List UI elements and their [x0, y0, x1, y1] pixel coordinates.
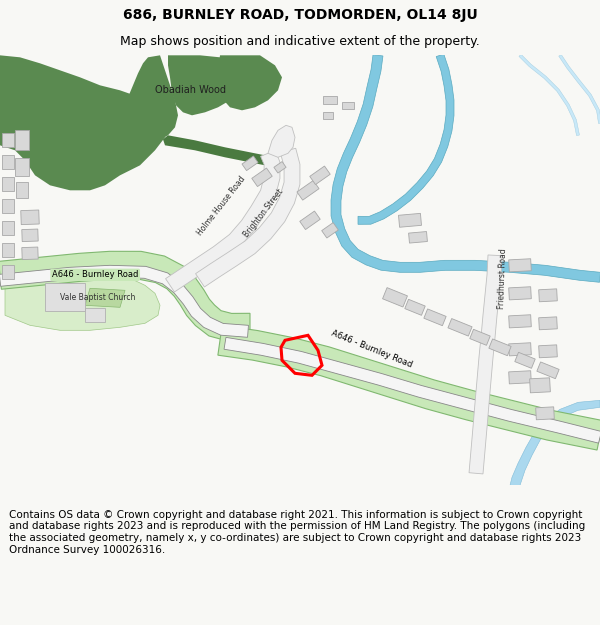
Text: Holme House Road: Holme House Road: [195, 174, 247, 238]
Polygon shape: [163, 135, 278, 168]
Polygon shape: [539, 345, 557, 358]
Polygon shape: [85, 288, 125, 308]
Polygon shape: [405, 299, 425, 316]
Polygon shape: [398, 213, 421, 228]
Polygon shape: [242, 156, 258, 171]
Polygon shape: [322, 222, 338, 238]
Text: Brighton Street: Brighton Street: [242, 188, 285, 239]
Polygon shape: [2, 265, 14, 279]
Polygon shape: [45, 283, 85, 311]
Text: 686, BURNLEY ROAD, TODMORDEN, OL14 8JU: 686, BURNLEY ROAD, TODMORDEN, OL14 8JU: [122, 8, 478, 22]
Polygon shape: [21, 210, 39, 224]
Polygon shape: [300, 211, 320, 229]
Polygon shape: [342, 102, 354, 109]
Polygon shape: [539, 289, 557, 302]
Polygon shape: [409, 231, 427, 243]
Polygon shape: [268, 125, 295, 158]
Polygon shape: [0, 251, 250, 341]
Text: Contains OS data © Crown copyright and database right 2021. This information is : Contains OS data © Crown copyright and d…: [9, 510, 585, 554]
Polygon shape: [22, 247, 38, 259]
Polygon shape: [125, 55, 178, 142]
Polygon shape: [559, 54, 600, 124]
Polygon shape: [515, 352, 535, 368]
Polygon shape: [470, 329, 490, 346]
Polygon shape: [2, 221, 14, 235]
Polygon shape: [218, 55, 282, 110]
Polygon shape: [85, 308, 105, 322]
Polygon shape: [5, 261, 160, 330]
Polygon shape: [166, 151, 280, 292]
Polygon shape: [358, 54, 454, 224]
Polygon shape: [2, 177, 14, 191]
Polygon shape: [2, 243, 14, 258]
Polygon shape: [168, 55, 240, 115]
Polygon shape: [323, 112, 333, 119]
Polygon shape: [489, 339, 511, 356]
Polygon shape: [310, 166, 330, 184]
Polygon shape: [536, 407, 554, 420]
Polygon shape: [539, 317, 557, 330]
Polygon shape: [15, 158, 29, 176]
Polygon shape: [2, 133, 14, 148]
Text: A646 - Burnley Road: A646 - Burnley Road: [52, 270, 139, 279]
Polygon shape: [224, 338, 600, 443]
Text: Obadiah Wood: Obadiah Wood: [155, 85, 226, 95]
Polygon shape: [323, 96, 337, 104]
Polygon shape: [510, 401, 600, 485]
Polygon shape: [509, 371, 531, 384]
Polygon shape: [448, 319, 472, 336]
Polygon shape: [530, 378, 550, 393]
Polygon shape: [383, 288, 407, 307]
Polygon shape: [2, 199, 14, 213]
Polygon shape: [519, 54, 580, 136]
Polygon shape: [297, 181, 319, 200]
Polygon shape: [22, 229, 38, 242]
Polygon shape: [509, 259, 531, 272]
Polygon shape: [16, 182, 28, 198]
Polygon shape: [509, 287, 531, 300]
Text: Friedhurst Road: Friedhurst Road: [497, 248, 508, 309]
Polygon shape: [537, 362, 559, 379]
Polygon shape: [274, 162, 286, 173]
Polygon shape: [0, 55, 170, 190]
Polygon shape: [196, 148, 300, 287]
Polygon shape: [424, 309, 446, 326]
Text: Vale Baptist Church: Vale Baptist Church: [60, 293, 136, 302]
Polygon shape: [331, 54, 600, 282]
Polygon shape: [509, 342, 531, 356]
Polygon shape: [509, 315, 531, 328]
Polygon shape: [0, 266, 248, 338]
Polygon shape: [2, 155, 14, 169]
Polygon shape: [469, 255, 502, 474]
Text: A646 - Burnley Road: A646 - Burnley Road: [330, 329, 413, 369]
Text: Map shows position and indicative extent of the property.: Map shows position and indicative extent…: [120, 35, 480, 48]
Polygon shape: [252, 168, 272, 187]
Polygon shape: [218, 326, 600, 450]
Polygon shape: [15, 130, 29, 150]
